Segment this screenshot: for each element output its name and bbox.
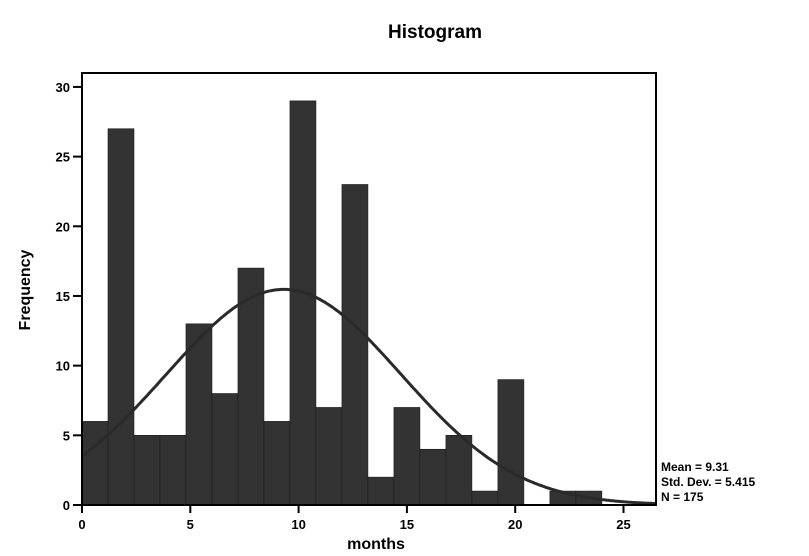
histogram-bar <box>445 435 473 506</box>
stat-mean: Mean = 9.31 <box>661 460 729 474</box>
y-tick-label: 25 <box>56 150 70 165</box>
x-tick-label: 5 <box>187 517 194 532</box>
histogram-bar <box>159 435 187 506</box>
x-tick-label: 25 <box>616 517 630 532</box>
x-axis: 0 5 10 15 20 25 <box>78 505 631 532</box>
histogram-bar <box>107 128 135 506</box>
x-tick-label: 10 <box>291 517 305 532</box>
histogram-bar <box>393 407 421 506</box>
histogram-bar <box>341 184 369 506</box>
y-tick-label: 5 <box>63 428 70 443</box>
histogram-bar <box>81 421 109 506</box>
y-axis-label: Frequency <box>17 249 34 330</box>
x-axis-label: months <box>347 536 405 553</box>
x-tick-label: 20 <box>508 517 522 532</box>
stats-box: Mean = 9.31 Std. Dev. = 5.415 N = 175 <box>661 460 755 504</box>
histogram-bar <box>315 407 343 506</box>
x-tick-label: 15 <box>400 517 414 532</box>
histogram-bar <box>263 421 291 506</box>
y-tick-label: 30 <box>56 80 70 95</box>
histogram-bar <box>133 435 161 506</box>
histogram-bar <box>289 100 317 506</box>
x-tick-label: 0 <box>78 517 85 532</box>
histogram-bar <box>419 448 447 506</box>
histogram-bar <box>497 379 525 506</box>
y-axis: 0 5 10 15 20 25 30 <box>56 80 82 513</box>
y-tick-label: 20 <box>56 219 70 234</box>
normal-curve <box>81 287 657 506</box>
stat-std-dev: Std. Dev. = 5.415 <box>661 475 755 489</box>
y-tick-label: 0 <box>63 498 70 513</box>
histogram-bar <box>211 393 239 506</box>
stat-n: N = 175 <box>661 490 704 504</box>
histogram-bar <box>367 476 395 506</box>
y-tick-label: 10 <box>56 359 70 374</box>
bars-group <box>81 100 603 506</box>
histogram-bar <box>237 267 265 506</box>
plot-frame <box>81 72 657 506</box>
histogram-bar <box>185 323 213 506</box>
chart-title: Histogram <box>388 22 482 43</box>
y-tick-label: 15 <box>56 289 70 304</box>
histogram-bar <box>471 490 499 506</box>
